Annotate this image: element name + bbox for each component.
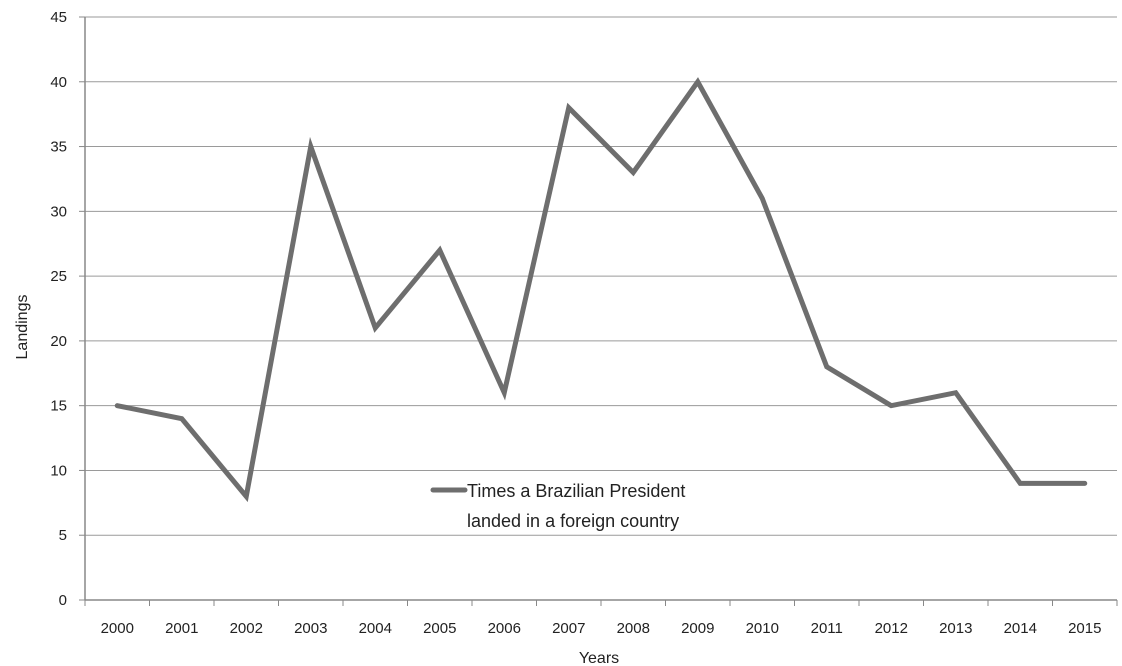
x-tick-label: 2010 (746, 620, 779, 637)
y-tick-label: 30 (50, 203, 67, 220)
legend: Times a Brazilian President landed in a … (430, 481, 685, 531)
x-tick-label: 2000 (101, 620, 134, 637)
x-tick-label: 2002 (230, 620, 263, 637)
legend-label-line-1: Times a Brazilian President (467, 481, 685, 501)
x-tick-label: 2012 (875, 620, 908, 637)
x-tick-label: 2008 (617, 620, 650, 637)
gridlines (79, 16, 1117, 601)
y-axis: 0 5 10 15 20 25 30 35 40 45 (50, 9, 67, 609)
x-tick-label: 2006 (488, 620, 521, 637)
y-tick-label: 10 (50, 462, 67, 479)
y-axis-title: Landings (14, 295, 31, 360)
x-tick-label: 2011 (811, 620, 843, 637)
y-tick-label: 40 (50, 74, 67, 91)
legend-label-line-2: landed in a foreign country (467, 511, 679, 531)
x-tick-label: 2007 (552, 620, 585, 637)
y-tick-label: 25 (50, 268, 67, 285)
x-tick-label: 2005 (423, 620, 456, 637)
y-tick-label: 15 (50, 398, 67, 415)
x-tick-label: 2015 (1068, 620, 1101, 637)
y-tick-label: 0 (59, 592, 67, 609)
y-tick-label: 20 (50, 333, 67, 350)
y-tick-label: 35 (50, 139, 67, 156)
x-axis-title: Years (579, 650, 619, 666)
x-tick-label: 2003 (294, 620, 327, 637)
x-tick-label: 2013 (939, 620, 972, 637)
y-tick-label: 5 (59, 527, 67, 544)
x-axis: 2000 2001 2002 2003 2004 2005 2006 2007 2008 2009… (84, 600, 1118, 637)
x-tick-label: 2004 (359, 620, 392, 637)
x-tick-label: 2014 (1004, 620, 1037, 637)
series-group (114, 77, 1088, 503)
y-tick-label: 45 (50, 9, 67, 26)
x-tick-label: 2001 (165, 620, 198, 637)
series-line (114, 77, 1088, 503)
x-tick-label: 2009 (681, 620, 714, 637)
